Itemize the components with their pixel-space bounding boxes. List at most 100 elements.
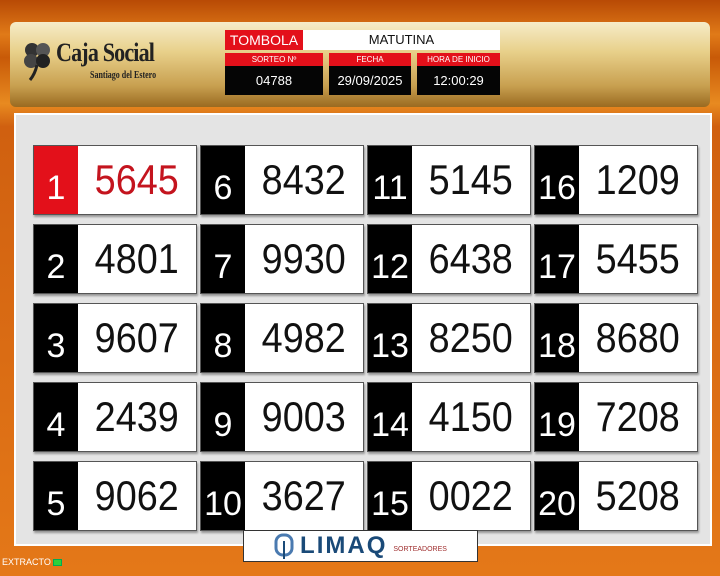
result-position: 7 — [201, 225, 245, 293]
sponsor-tagline: SORTEADORES — [393, 545, 447, 553]
clover-logo-icon — [24, 43, 50, 81]
result-position: 1 — [34, 146, 78, 214]
position-text: 18 — [538, 327, 576, 365]
caja-social-logo: Caja Social Santiago del Estero — [20, 36, 175, 91]
position-text: 7 — [213, 248, 233, 286]
status-bar: EXTRACTO — [2, 557, 62, 567]
result-number: 6438 — [412, 225, 530, 293]
result-cell: 12 6438 — [367, 224, 531, 294]
result-number: 4982 — [245, 304, 363, 372]
result-number: 9062 — [78, 462, 196, 530]
result-number: 9003 — [245, 383, 363, 451]
draw-number-label: SORTEO Nº — [225, 53, 323, 66]
position-text: 5 — [46, 485, 66, 523]
number-text: 5208 — [595, 472, 681, 519]
result-cell: 1 5645 — [33, 145, 197, 215]
number-text: 5645 — [94, 156, 180, 203]
result-position: 10 — [201, 462, 245, 530]
status-label: EXTRACTO — [2, 557, 51, 567]
result-position: 16 — [535, 146, 579, 214]
number-text: 6438 — [428, 235, 514, 282]
date-value: 29/09/2025 — [329, 66, 411, 95]
status-led-icon — [52, 558, 62, 566]
number-text: 3627 — [261, 472, 347, 519]
date-label: FECHA — [329, 53, 411, 66]
position-text: 14 — [371, 406, 409, 444]
result-number: 9930 — [245, 225, 363, 293]
position-text: 12 — [371, 248, 409, 286]
result-position: 2 — [34, 225, 78, 293]
result-position: 8 — [201, 304, 245, 372]
result-position: 19 — [535, 383, 579, 451]
result-number: 4150 — [412, 383, 530, 451]
result-position: 11 — [368, 146, 412, 214]
result-number: 8250 — [412, 304, 530, 372]
result-cell: 9 9003 — [200, 382, 364, 452]
position-text: 13 — [371, 327, 409, 365]
position-text: 9 — [213, 406, 233, 444]
limaq-logo-icon — [274, 533, 294, 559]
result-position: 3 — [34, 304, 78, 372]
result-position: 17 — [535, 225, 579, 293]
position-text: 20 — [538, 485, 576, 523]
result-position: 18 — [535, 304, 579, 372]
result-cell: 17 5455 — [534, 224, 698, 294]
number-text: 9930 — [261, 235, 347, 282]
start-time-label: HORA DE INICIO — [417, 53, 500, 66]
sponsor-banner: LIMAQ SORTEADORES — [243, 530, 478, 562]
position-text: 6 — [213, 169, 233, 207]
number-text: 0022 — [428, 472, 514, 519]
result-number: 7208 — [579, 383, 697, 451]
position-text: 1 — [46, 169, 66, 207]
result-position: 6 — [201, 146, 245, 214]
result-number: 5145 — [412, 146, 530, 214]
result-cell: 8 4982 — [200, 303, 364, 373]
position-text: 16 — [538, 169, 576, 207]
number-text: 7208 — [595, 393, 681, 440]
result-position: 13 — [368, 304, 412, 372]
result-number: 5645 — [78, 146, 196, 214]
result-position: 20 — [535, 462, 579, 530]
result-position: 4 — [34, 383, 78, 451]
number-text: 8250 — [428, 314, 514, 361]
draw-number-value: 04788 — [225, 66, 323, 95]
session-label: MATUTINA — [303, 30, 500, 50]
position-text: 2 — [46, 248, 66, 286]
position-text: 8 — [213, 327, 233, 365]
game-label: TOMBOLA — [225, 30, 303, 50]
result-cell: 18 8680 — [534, 303, 698, 373]
position-text: 19 — [538, 406, 576, 444]
number-text: 9062 — [94, 472, 180, 519]
sponsor-brand: LIMAQ — [300, 532, 388, 559]
result-cell: 7 9930 — [200, 224, 364, 294]
result-cell: 5 9062 — [33, 461, 197, 531]
result-position: 14 — [368, 383, 412, 451]
result-cell: 11 5145 — [367, 145, 531, 215]
result-cell: 16 1209 — [534, 145, 698, 215]
result-number: 2439 — [78, 383, 196, 451]
number-text: 4150 — [428, 393, 514, 440]
number-text: 8680 — [595, 314, 681, 361]
logo-title: Caja Social — [56, 38, 155, 67]
number-text: 8432 — [261, 156, 347, 203]
number-text: 4982 — [261, 314, 347, 361]
result-number: 4801 — [78, 225, 196, 293]
result-position: 5 — [34, 462, 78, 530]
result-cell: 2 4801 — [33, 224, 197, 294]
result-cell: 6 8432 — [200, 145, 364, 215]
start-time-value: 12:00:29 — [417, 66, 500, 95]
number-text: 2439 — [94, 393, 180, 440]
number-text: 5455 — [595, 235, 681, 282]
number-text: 5145 — [428, 156, 514, 203]
position-text: 4 — [46, 406, 66, 444]
result-position: 15 — [368, 462, 412, 530]
result-cell: 14 4150 — [367, 382, 531, 452]
logo-subtitle: Santiago del Estero — [90, 70, 157, 81]
number-text: 9003 — [261, 393, 347, 440]
result-number: 0022 — [412, 462, 530, 530]
position-text: 17 — [538, 248, 576, 286]
result-cell: 10 3627 — [200, 461, 364, 531]
result-number: 1209 — [579, 146, 697, 214]
number-text: 9607 — [94, 314, 180, 361]
position-text: 3 — [46, 327, 66, 365]
